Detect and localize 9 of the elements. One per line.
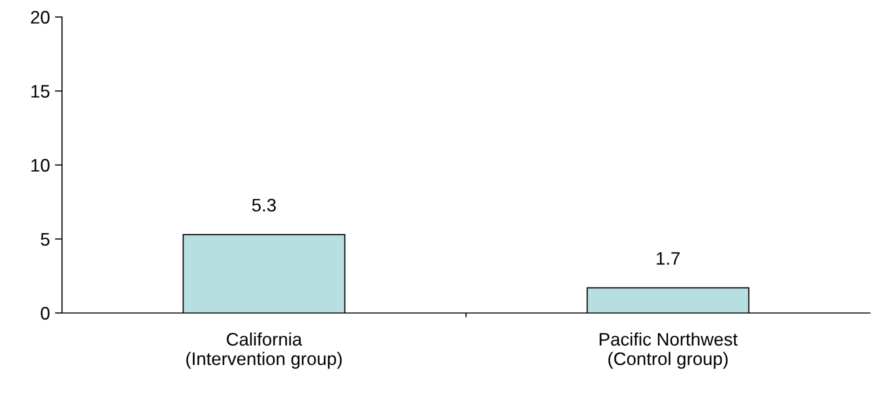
x-tick-label: Pacific Northwest (Control group)	[600, 332, 738, 369]
data-label: 5.3	[252, 198, 276, 212]
y-tick-label: 20	[31, 10, 50, 24]
x-tick-label: California (Intervention group)	[186, 332, 342, 369]
y-tick-label: 15	[31, 85, 50, 98]
y-tick-label: 10	[31, 158, 50, 172]
y-tick-label: 5	[40, 233, 50, 246]
data-label: 1.7	[656, 252, 680, 265]
y-tick-label: 0	[40, 306, 50, 320]
